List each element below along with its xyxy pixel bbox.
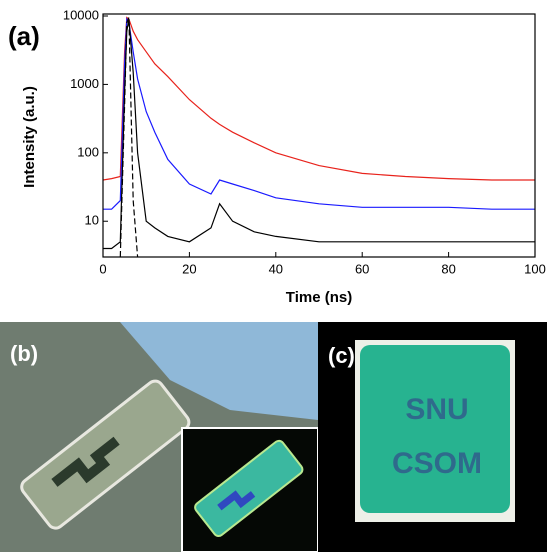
x-tick-label: 80 (441, 261, 455, 276)
x-tick-label: 40 (269, 261, 283, 276)
photo-panels: (b) SNU CSOM (c) (0, 322, 547, 552)
film (360, 345, 510, 513)
film-text: SNU (405, 393, 468, 426)
x-axis-label: Time (ns) (286, 289, 352, 306)
plot-frame (103, 14, 535, 257)
y-tick-label: 10000 (63, 7, 99, 22)
film-text: CSOM (392, 447, 482, 480)
panel-label: (b) (10, 341, 38, 366)
figure: (b) SNU CSOM (c) (a) Time (ns) Intensity… (0, 0, 547, 552)
series-line (103, 18, 535, 181)
x-tick-label: 20 (182, 261, 196, 276)
y-tick-label: 100 (77, 144, 99, 159)
y-axis-label: Intensity (a.u.) (21, 86, 38, 188)
x-tick-label: 100 (524, 261, 546, 276)
plot: 10 100 1000 10000 0 20 40 60 80 100 (63, 7, 546, 276)
panel-label: (a) (8, 21, 40, 51)
x-tick-label: 0 (99, 261, 106, 276)
y-tick-label: 10 (85, 213, 99, 228)
x-tick-label: 60 (355, 261, 369, 276)
series-line (103, 19, 535, 248)
panel-label: (c) (328, 343, 355, 368)
series-line (103, 19, 535, 209)
y-tick-label: 1000 (70, 76, 99, 91)
